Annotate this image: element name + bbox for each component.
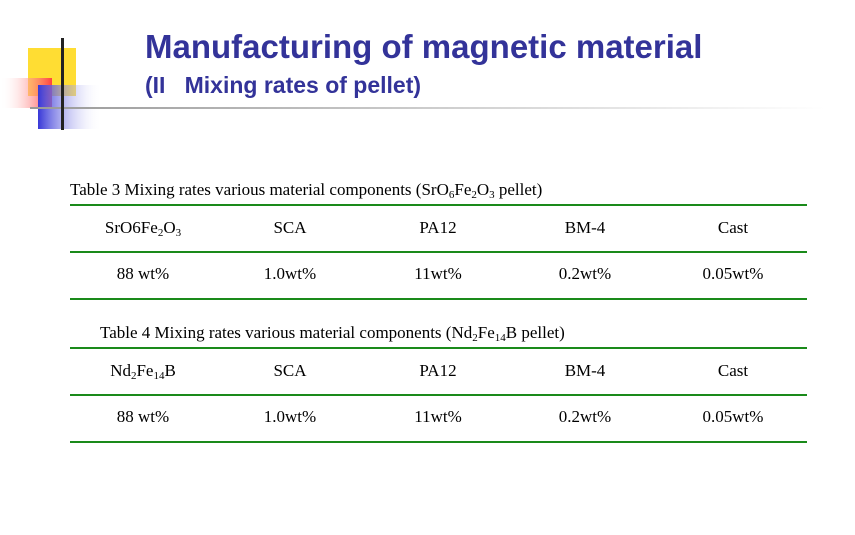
rule bbox=[70, 251, 807, 253]
column-header: SrO6Fe2O3 bbox=[70, 218, 216, 239]
text-run: SrO6Fe bbox=[104, 218, 158, 237]
subscript: 2 bbox=[471, 189, 477, 201]
text-run: O bbox=[163, 218, 176, 237]
column-header: BM-4 bbox=[512, 218, 658, 238]
text-run: pellet) bbox=[494, 180, 543, 199]
text-run: Fe bbox=[136, 361, 154, 380]
text-run: Fe bbox=[477, 323, 495, 342]
column-header: Cast bbox=[660, 218, 806, 238]
cell-value: 0.05wt% bbox=[702, 407, 764, 426]
subscript: 6 bbox=[448, 189, 455, 201]
text-run: Fe bbox=[454, 180, 472, 199]
table-caption: Table 4 Mixing rates various material co… bbox=[100, 323, 565, 344]
column-header: PA12 bbox=[365, 361, 511, 381]
column-header: SCA bbox=[217, 218, 363, 238]
text-run: Cast bbox=[717, 218, 749, 237]
text-run: SCA bbox=[273, 218, 307, 237]
subscript: 2 bbox=[130, 370, 137, 382]
cell-value: 88 wt% bbox=[116, 264, 170, 283]
subscript: 2 bbox=[472, 332, 478, 344]
column-header: Cast bbox=[660, 361, 806, 381]
cell-value: 11wt% bbox=[414, 407, 462, 426]
subscript: 3 bbox=[489, 189, 495, 201]
cell-value: 0.05wt% bbox=[702, 264, 764, 283]
cell-value: 1.0wt% bbox=[263, 264, 317, 283]
subscript: 14 bbox=[153, 370, 165, 382]
table-caption: Table 3 Mixing rates various material co… bbox=[70, 180, 543, 201]
subtitle: (II Mixing rates of pellet) bbox=[145, 72, 422, 98]
text-run: Nd bbox=[110, 361, 131, 380]
rule bbox=[70, 441, 807, 443]
text-run: PA12 bbox=[419, 218, 457, 237]
subscript: 3 bbox=[175, 227, 182, 239]
rule bbox=[70, 298, 807, 300]
cell-value: 0.2wt% bbox=[558, 407, 612, 426]
cell-value: 11wt% bbox=[414, 264, 462, 283]
column-header: SCA bbox=[217, 361, 363, 381]
text-run: SCA bbox=[273, 361, 307, 380]
rule bbox=[70, 394, 807, 396]
text-run: BM-4 bbox=[564, 218, 606, 237]
text-run: Table 4 Mixing rates various material co… bbox=[100, 323, 473, 342]
rule bbox=[70, 204, 807, 206]
column-header: Nd2Fe14B bbox=[70, 361, 216, 382]
text-run: Table 3 Mixing rates various material co… bbox=[70, 180, 449, 199]
text-run: B bbox=[164, 361, 176, 380]
subscript: 14 bbox=[494, 332, 506, 344]
cell-value: 1.0wt% bbox=[263, 407, 317, 426]
text-run: Cast bbox=[717, 361, 749, 380]
decoration bbox=[0, 38, 825, 130]
text-run: PA12 bbox=[419, 361, 457, 380]
column-header: BM-4 bbox=[512, 361, 658, 381]
text-run: O bbox=[476, 180, 490, 199]
cell-value: 0.2wt% bbox=[558, 264, 612, 283]
text-run: BM-4 bbox=[564, 361, 606, 380]
subscript: 2 bbox=[157, 227, 164, 239]
column-header: PA12 bbox=[365, 218, 511, 238]
cell-value: 88 wt% bbox=[116, 407, 170, 426]
rule bbox=[70, 347, 807, 349]
title: Manufacturing of magnetic material bbox=[145, 28, 703, 65]
text-run: B pellet) bbox=[505, 323, 565, 342]
